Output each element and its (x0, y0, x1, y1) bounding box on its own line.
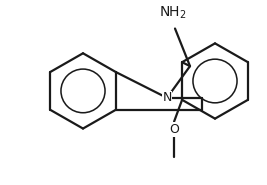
Text: O: O (169, 123, 179, 136)
Text: N: N (162, 91, 172, 104)
Text: NH$_2$: NH$_2$ (159, 4, 187, 21)
